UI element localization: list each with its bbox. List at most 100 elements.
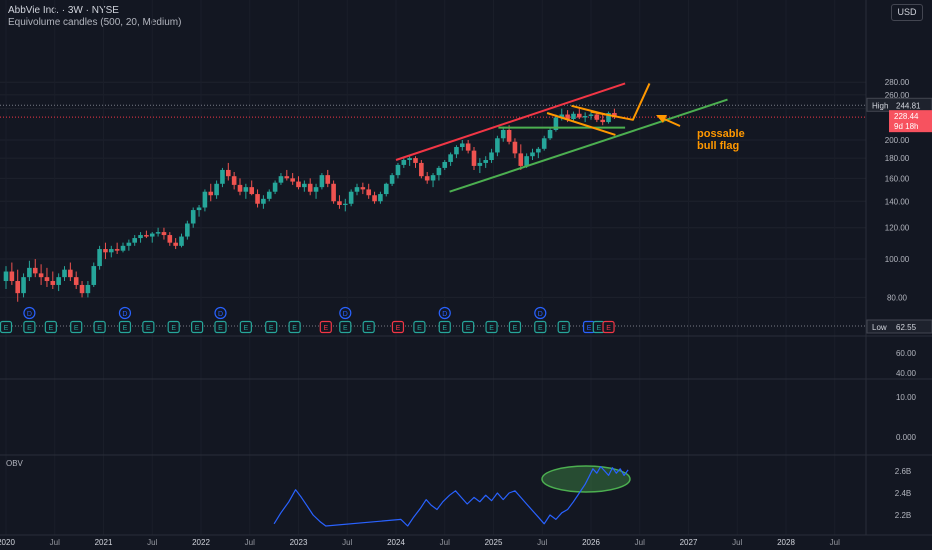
obv-line bbox=[273, 466, 629, 527]
candle-body bbox=[155, 232, 161, 234]
dividend-label: D bbox=[122, 311, 127, 318]
time-tick-label: Jul bbox=[342, 538, 352, 547]
earnings-label: E bbox=[587, 325, 592, 332]
candle-body bbox=[582, 115, 588, 118]
candle-body bbox=[126, 242, 132, 246]
earnings-label: E bbox=[171, 325, 176, 332]
candle-body bbox=[103, 249, 108, 253]
price-tick-label: 100.00 bbox=[885, 255, 910, 264]
candle-body bbox=[190, 210, 196, 224]
currency-button[interactable]: USD bbox=[891, 4, 923, 21]
time-tick-label: Jul bbox=[50, 538, 60, 547]
price-tick-label: 200.00 bbox=[885, 136, 910, 145]
earnings-label: E bbox=[323, 325, 328, 332]
price-tick-label: 80.00 bbox=[887, 293, 908, 302]
candle-body bbox=[296, 181, 301, 188]
candle-body bbox=[489, 152, 494, 161]
candle-body bbox=[196, 207, 202, 211]
candle-body bbox=[226, 169, 231, 177]
price-tick-label: 120.00 bbox=[885, 224, 910, 233]
candle-body bbox=[3, 271, 9, 282]
price-tick-label: 260.00 bbox=[885, 91, 910, 100]
time-tick-label: 2027 bbox=[680, 538, 698, 547]
candle-body bbox=[571, 113, 576, 120]
low-tag-value: 62.55 bbox=[896, 323, 917, 332]
earnings-marker bbox=[265, 320, 278, 334]
candle-body bbox=[477, 162, 483, 166]
candle-body bbox=[32, 267, 38, 274]
candle-body bbox=[524, 156, 529, 166]
indicator-legend[interactable]: Equivolume candles (500, 20, Medium) bbox=[8, 17, 182, 28]
earnings-marker bbox=[118, 320, 132, 334]
candle-body bbox=[424, 176, 430, 181]
candle-body bbox=[149, 233, 155, 237]
candle-body bbox=[506, 129, 512, 142]
candle-body bbox=[144, 235, 149, 237]
candle-body bbox=[220, 169, 225, 184]
candle-body bbox=[56, 277, 61, 285]
candle-body bbox=[559, 114, 565, 118]
red-upper-trendline bbox=[395, 82, 626, 161]
candle-body bbox=[407, 158, 412, 161]
time-tick-label: Jul bbox=[830, 538, 840, 547]
earnings-marker bbox=[70, 320, 83, 334]
earnings-marker bbox=[508, 320, 522, 334]
last-price-value: 228.44 bbox=[894, 112, 919, 121]
last-price-tag bbox=[889, 110, 932, 133]
dividend-label: D bbox=[538, 311, 543, 318]
price-tick-label: 280.00 bbox=[885, 78, 910, 87]
earnings-label: E bbox=[74, 325, 79, 332]
candle-body bbox=[360, 187, 366, 190]
candle-body bbox=[62, 269, 67, 278]
candle-body bbox=[354, 187, 360, 192]
earnings-label: E bbox=[561, 325, 566, 332]
earnings-marker bbox=[0, 320, 13, 334]
dividend-label: D bbox=[218, 311, 223, 318]
candle-body bbox=[202, 191, 208, 208]
candle-body bbox=[261, 198, 266, 204]
candle-body bbox=[565, 114, 570, 120]
symbol-title[interactable]: AbbVie Inc. · 3W · NYSE bbox=[8, 5, 119, 16]
earnings-marker bbox=[191, 320, 204, 334]
grid bbox=[0, 81, 866, 298]
candle-body bbox=[366, 189, 371, 196]
earnings-label: E bbox=[606, 325, 611, 332]
candle-body bbox=[9, 271, 15, 282]
time-tick-label: 2026 bbox=[582, 538, 600, 547]
time-tick-label: Jul bbox=[732, 538, 742, 547]
earnings-label: E bbox=[244, 325, 249, 332]
low-price-tag bbox=[866, 319, 932, 334]
candle-body bbox=[214, 183, 219, 196]
earnings-label: E bbox=[513, 325, 518, 332]
candle-body bbox=[284, 176, 290, 179]
candle-body bbox=[85, 284, 91, 294]
earnings-marker bbox=[319, 320, 332, 334]
candle-body bbox=[185, 223, 190, 237]
candle-body bbox=[436, 167, 442, 176]
candle-body bbox=[167, 235, 173, 243]
candle-body bbox=[44, 277, 50, 282]
annotation-text: possable bbox=[697, 128, 745, 140]
time-tick-label: 2020 bbox=[0, 538, 15, 547]
candle-body bbox=[307, 183, 313, 192]
candle-body bbox=[378, 194, 383, 202]
earnings-label: E bbox=[123, 325, 128, 332]
candle-body bbox=[448, 154, 453, 162]
candle-body bbox=[383, 183, 389, 195]
annotation-text: bull flag bbox=[697, 140, 739, 152]
candle-body bbox=[500, 129, 506, 139]
earnings-label: E bbox=[396, 325, 401, 332]
candle-body bbox=[553, 117, 559, 130]
candle-body bbox=[588, 114, 594, 116]
candle-body bbox=[465, 143, 471, 151]
candle-body bbox=[109, 249, 114, 253]
candle-body bbox=[606, 113, 611, 123]
arrow-head-icon bbox=[656, 115, 667, 123]
candle-body bbox=[179, 236, 184, 246]
candle-body bbox=[243, 187, 249, 192]
candle-body bbox=[547, 129, 553, 139]
earnings-marker bbox=[391, 320, 405, 334]
candle-body bbox=[419, 162, 424, 177]
